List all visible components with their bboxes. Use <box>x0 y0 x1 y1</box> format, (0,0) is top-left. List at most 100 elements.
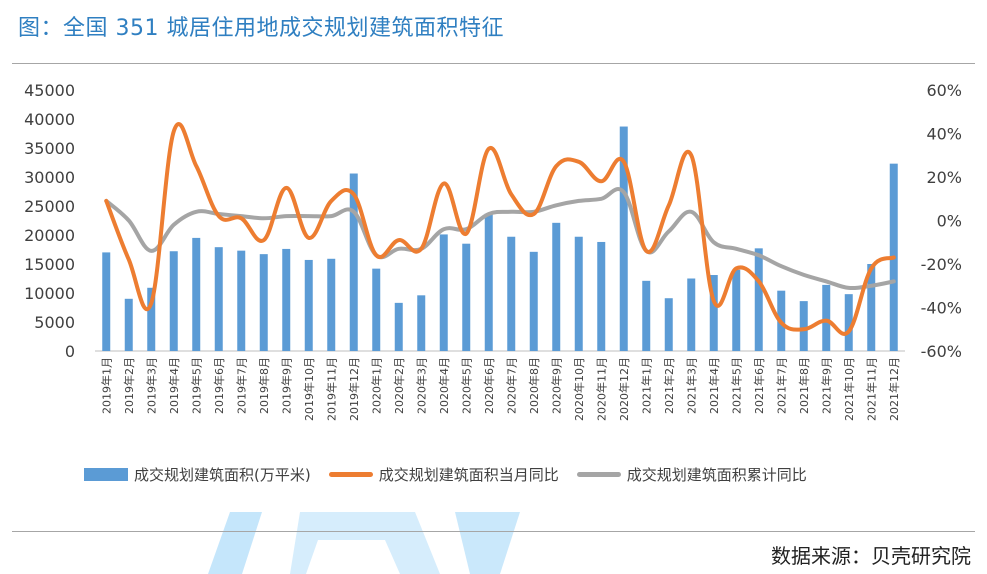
right-axis: -60% -40% -20% 0% 20% 40% 60% <box>921 81 962 361</box>
bar <box>754 248 763 351</box>
x-tick-label: 2020年7月 <box>504 357 518 414</box>
legend-item-cumulative: 成交规划建筑面积累计同比 <box>576 464 807 485</box>
bars-layer <box>102 126 898 351</box>
x-tick-label: 2019年5月 <box>189 357 203 414</box>
bottom-divider <box>12 531 975 532</box>
x-tick-label: 2020年2月 <box>392 357 406 414</box>
x-tick-label: 2020年1月 <box>369 357 383 414</box>
x-tick-label: 2021年5月 <box>729 357 743 414</box>
left-tick-label: 40000 <box>24 110 75 129</box>
bar <box>439 234 448 351</box>
x-tick-label: 2021年7月 <box>774 357 788 414</box>
bar <box>259 254 268 351</box>
x-tick-label: 2019年6月 <box>212 357 226 414</box>
bar <box>687 278 696 351</box>
line-series-cumulative <box>104 187 896 291</box>
left-tick-label: 10000 <box>24 284 75 303</box>
bar <box>192 237 201 351</box>
x-tick-label: 2021年11月 <box>864 357 878 421</box>
x-tick-label: 2020年3月 <box>414 357 428 414</box>
line-series-monthly <box>104 122 896 336</box>
legend-swatch-monthly <box>328 472 373 477</box>
x-tick-label: 2020年9月 <box>549 357 563 414</box>
bar <box>709 275 718 351</box>
bar <box>844 294 853 351</box>
x-tick-label: 2019年9月 <box>279 357 293 414</box>
bar <box>529 251 538 351</box>
bar <box>417 295 426 351</box>
x-tick-label: 2020年10月 <box>572 357 586 421</box>
bar <box>822 284 831 351</box>
left-tick-label: 5000 <box>34 313 75 332</box>
x-tick-label: 2020年5月 <box>459 357 473 414</box>
bar <box>169 251 178 351</box>
x-tick-label: 2020年11月 <box>594 357 608 421</box>
legend-label-cumulative: 成交规划建筑面积累计同比 <box>626 466 807 484</box>
bar <box>619 126 628 351</box>
legend-item-monthly: 成交规划建筑面积当月同比 <box>328 464 559 485</box>
x-tick-label: 2021年2月 <box>662 357 676 414</box>
x-tick-label: 2021年3月 <box>684 357 698 414</box>
bar <box>574 236 583 351</box>
x-tick-label: 2021年10月 <box>842 357 856 421</box>
bar <box>484 213 493 351</box>
bar <box>642 280 651 351</box>
bar <box>214 247 223 351</box>
x-tick-label: 2020年4月 <box>437 357 451 414</box>
x-tick-label: 2021年1月 <box>639 357 653 414</box>
bar <box>732 269 741 351</box>
right-tick-label: -40% <box>921 299 962 318</box>
bar <box>102 252 111 351</box>
x-tick-label: 2019年12月 <box>347 357 361 421</box>
bar <box>597 241 606 351</box>
bar <box>507 236 516 351</box>
x-tick-label: 2019年2月 <box>122 357 136 414</box>
bar <box>237 250 246 351</box>
x-tick-label: 2021年12月 <box>887 357 901 421</box>
x-tick-label: 2019年1月 <box>99 357 113 414</box>
left-tick-label: 0 <box>65 342 75 361</box>
legend-swatch-bar <box>84 468 128 481</box>
bar <box>349 173 358 351</box>
x-tick-label: 2019年8月 <box>257 357 271 414</box>
left-axis: 0 5000 10000 15000 20000 25000 30000 35000 40000… <box>24 81 75 361</box>
x-tick-label: 2019年4月 <box>167 357 181 414</box>
x-tick-label: 2021年8月 <box>797 357 811 414</box>
x-tick-label: 2021年6月 <box>752 357 766 414</box>
data-source: 数据来源：贝壳研究院 <box>771 544 971 568</box>
legend-item-bar: 成交规划建筑面积(万平米) <box>84 464 311 485</box>
x-tick-label: 2021年4月 <box>707 357 721 414</box>
bar <box>282 248 291 351</box>
right-tick-label: -20% <box>921 255 962 274</box>
x-tick-label: 2020年8月 <box>527 357 541 414</box>
legend-label-bar: 成交规划建筑面积(万平米) <box>134 466 311 484</box>
bar <box>304 259 313 351</box>
bar <box>124 298 133 351</box>
left-tick-label: 35000 <box>24 139 75 158</box>
left-tick-label: 25000 <box>24 197 75 216</box>
x-tick-label: 2019年7月 <box>234 357 248 414</box>
legend-swatch-cumulative <box>576 472 621 477</box>
legend-label-monthly: 成交规划建筑面积当月同比 <box>378 466 559 484</box>
bar <box>799 301 808 351</box>
bar <box>147 287 156 351</box>
left-tick-label: 30000 <box>24 168 75 187</box>
x-tick-label: 2019年11月 <box>324 357 338 421</box>
top-divider <box>12 63 975 64</box>
x-tick-label: 2019年3月 <box>144 357 158 414</box>
right-tick-label: -60% <box>921 342 962 361</box>
legend: 成交规划建筑面积(万平米) 成交规划建筑面积当月同比 成交规划建筑面积累计同比 <box>84 464 825 485</box>
bar <box>327 258 336 351</box>
right-tick-label: 20% <box>926 168 962 187</box>
right-tick-label: 0% <box>937 212 962 231</box>
left-tick-label: 15000 <box>24 255 75 274</box>
left-tick-label: 45000 <box>24 81 75 100</box>
bar <box>867 264 876 351</box>
bar <box>394 302 403 351</box>
x-tick-label: 2020年6月 <box>482 357 496 414</box>
x-tick-label: 2019年10月 <box>302 357 316 421</box>
x-tick-label: 2021年9月 <box>819 357 833 414</box>
right-tick-label: 60% <box>926 81 962 100</box>
bar <box>552 222 561 351</box>
